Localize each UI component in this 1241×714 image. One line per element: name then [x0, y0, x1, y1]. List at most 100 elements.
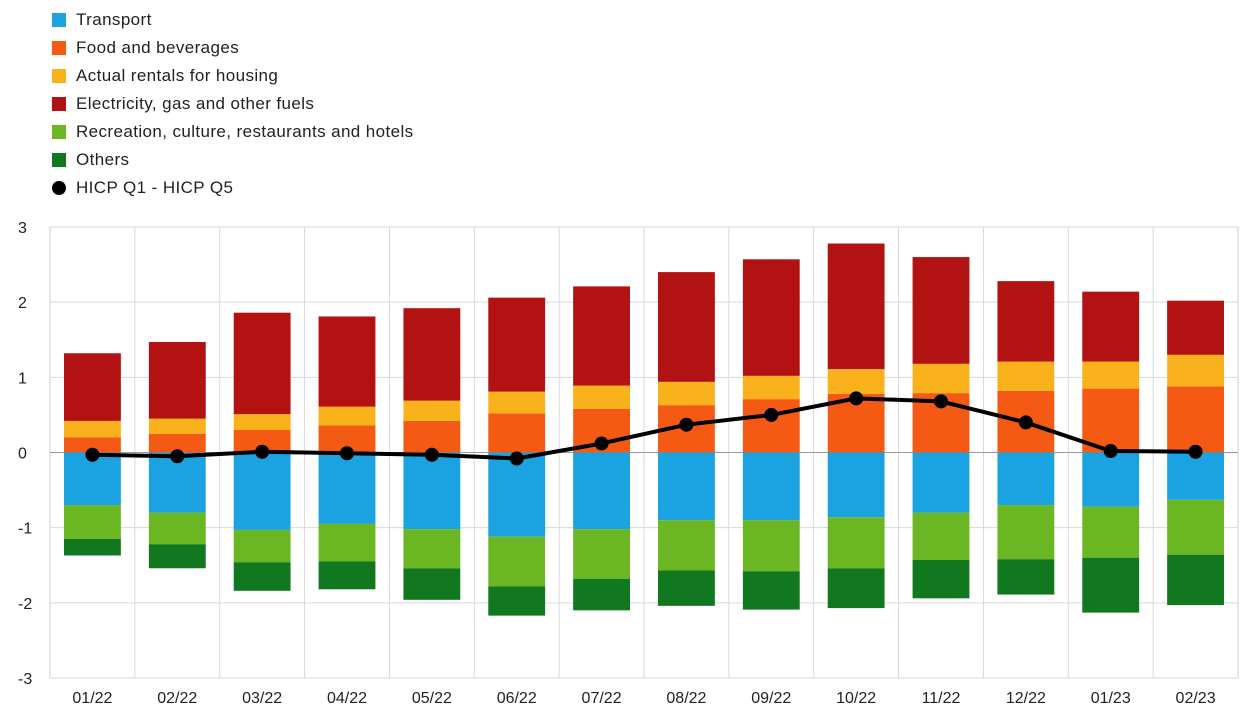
bar-segment-recreation-culture-restaurants-and-hotels [742, 520, 800, 572]
x-tick-label: 02/23 [1176, 690, 1216, 707]
legend-item-transport: Transport [52, 6, 414, 34]
hicp-point [509, 451, 524, 466]
legend-label-hicp: HICP Q1 - HICP Q5 [76, 178, 234, 197]
x-tick-label: 09/22 [751, 690, 791, 707]
legend-label-recreation: Recreation, culture, restaurants and hot… [76, 122, 414, 141]
bar-segment-transport [233, 452, 291, 530]
bar-segment-others [233, 562, 291, 591]
bar-segment-recreation-culture-restaurants-and-hotels [233, 529, 291, 563]
bar-segment-actual-rentals-for-housing [997, 361, 1055, 391]
bar-segment-electricity-gas-and-other-fuels [233, 312, 291, 415]
y-tick-label: -1 [18, 521, 32, 538]
bar-segment-electricity-gas-and-other-fuels [997, 281, 1055, 362]
bar-segment-others [658, 570, 715, 606]
bar-segment-electricity-gas-and-other-fuels [658, 272, 715, 382]
y-tick-label: 0 [18, 446, 27, 463]
x-tick-label: 03/22 [242, 690, 282, 707]
hicp-point [340, 446, 354, 461]
legend-swatch-rentals [52, 69, 66, 83]
bar-segment-actual-rentals-for-housing [658, 381, 715, 406]
bar-segment-recreation-culture-restaurants-and-hotels [403, 529, 461, 569]
bar-segment-actual-rentals-for-housing [1167, 354, 1224, 387]
bar-segment-others [742, 571, 800, 610]
bar-segment-others [997, 559, 1055, 595]
bar-segment-recreation-culture-restaurants-and-hotels [1082, 506, 1140, 558]
legend-item-food: Food and beverages [52, 34, 414, 62]
bar-segment-recreation-culture-restaurants-and-hotels [658, 520, 715, 571]
legend-swatch-energy [52, 97, 66, 111]
bar-segment-electricity-gas-and-other-fuels [742, 259, 800, 376]
y-tick-label: 2 [18, 295, 27, 312]
legend-item-rentals: Actual rentals for housing [52, 62, 414, 90]
hicp-point [1103, 443, 1118, 458]
x-tick-label: 01/23 [1091, 690, 1131, 707]
bar-segment-others [912, 559, 970, 599]
bar-segment-actual-rentals-for-housing [488, 391, 546, 414]
bar-segment-food-and-beverages [148, 433, 206, 453]
x-tick-label: 11/22 [922, 690, 961, 707]
bar-segment-transport [403, 452, 461, 530]
hicp-point [1188, 444, 1203, 459]
bar-segment-others [403, 568, 461, 600]
bar-segment-actual-rentals-for-housing [827, 369, 885, 394]
bar-segment-electricity-gas-and-other-fuels [1167, 300, 1224, 355]
hicp-point [849, 391, 864, 406]
bar-segment-recreation-culture-restaurants-and-hotels [64, 505, 121, 539]
bar-segment-recreation-culture-restaurants-and-hotels [997, 505, 1055, 560]
bar-segment-food-and-beverages [64, 437, 121, 453]
bar-segment-electricity-gas-and-other-fuels [148, 342, 206, 419]
hicp-point [764, 407, 779, 422]
x-tick-label: 10/22 [836, 690, 876, 707]
bar-segment-transport [1167, 452, 1224, 500]
x-tick-label: 06/22 [497, 690, 537, 707]
bar-segment-others [64, 538, 121, 556]
bar-segment-recreation-culture-restaurants-and-hotels [488, 536, 546, 587]
bar-segment-electricity-gas-and-other-fuels [64, 353, 121, 421]
hicp-point [255, 444, 270, 459]
bar-segment-electricity-gas-and-other-fuels [488, 297, 546, 392]
bar-segment-transport [1082, 452, 1140, 507]
bar-segment-food-and-beverages [1167, 386, 1224, 453]
bar-segment-actual-rentals-for-housing [318, 406, 376, 426]
bar-segment-recreation-culture-restaurants-and-hotels [827, 517, 885, 569]
legend-label-others: Others [76, 150, 130, 169]
bar-segment-actual-rentals-for-housing [233, 414, 291, 430]
legend-item-energy: Electricity, gas and other fuels [52, 90, 414, 118]
legend-dot-hicp [52, 181, 66, 195]
bar-segment-electricity-gas-and-other-fuels [827, 243, 885, 370]
legend-label-energy: Electricity, gas and other fuels [76, 94, 315, 113]
bar-segment-recreation-culture-restaurants-and-hotels [318, 523, 376, 562]
bar-segment-electricity-gas-and-other-fuels [573, 286, 630, 386]
legend-swatch-recreation [52, 125, 66, 139]
bar-segment-others [148, 544, 206, 569]
bar-segment-others [488, 586, 546, 616]
bar-segment-actual-rentals-for-housing [403, 400, 461, 421]
bar-segment-food-and-beverages [488, 413, 546, 453]
bar-segment-transport [997, 452, 1055, 506]
x-tick-label: 02/22 [157, 690, 197, 707]
bar-segment-electricity-gas-and-other-fuels [318, 316, 376, 407]
hicp-point [679, 417, 694, 432]
legend-item-recreation: Recreation, culture, restaurants and hot… [52, 118, 414, 146]
x-tick-label: 01/22 [72, 690, 112, 707]
hicp-point [424, 447, 439, 462]
y-tick-label: 3 [18, 220, 27, 237]
bar-segment-food-and-beverages [742, 399, 800, 453]
bar-segment-electricity-gas-and-other-fuels [912, 257, 970, 364]
bar-segment-food-and-beverages [1082, 388, 1140, 453]
bar-segment-actual-rentals-for-housing [1082, 361, 1140, 389]
bar-segment-actual-rentals-for-housing [64, 420, 121, 438]
x-tick-label: 12/22 [1006, 690, 1046, 707]
bar-segment-recreation-culture-restaurants-and-hotels [573, 529, 630, 579]
legend-swatch-transport [52, 13, 66, 27]
bar-segment-others [318, 561, 376, 590]
bar-segment-electricity-gas-and-other-fuels [403, 308, 461, 401]
hicp-point [594, 436, 609, 451]
bar-segment-actual-rentals-for-housing [742, 375, 800, 400]
bar-segment-electricity-gas-and-other-fuels [1082, 291, 1140, 362]
bar-segment-transport [488, 452, 546, 537]
bar-segment-food-and-beverages [403, 420, 461, 453]
bar-segment-transport [318, 452, 376, 524]
hicp-line [92, 396, 1196, 461]
